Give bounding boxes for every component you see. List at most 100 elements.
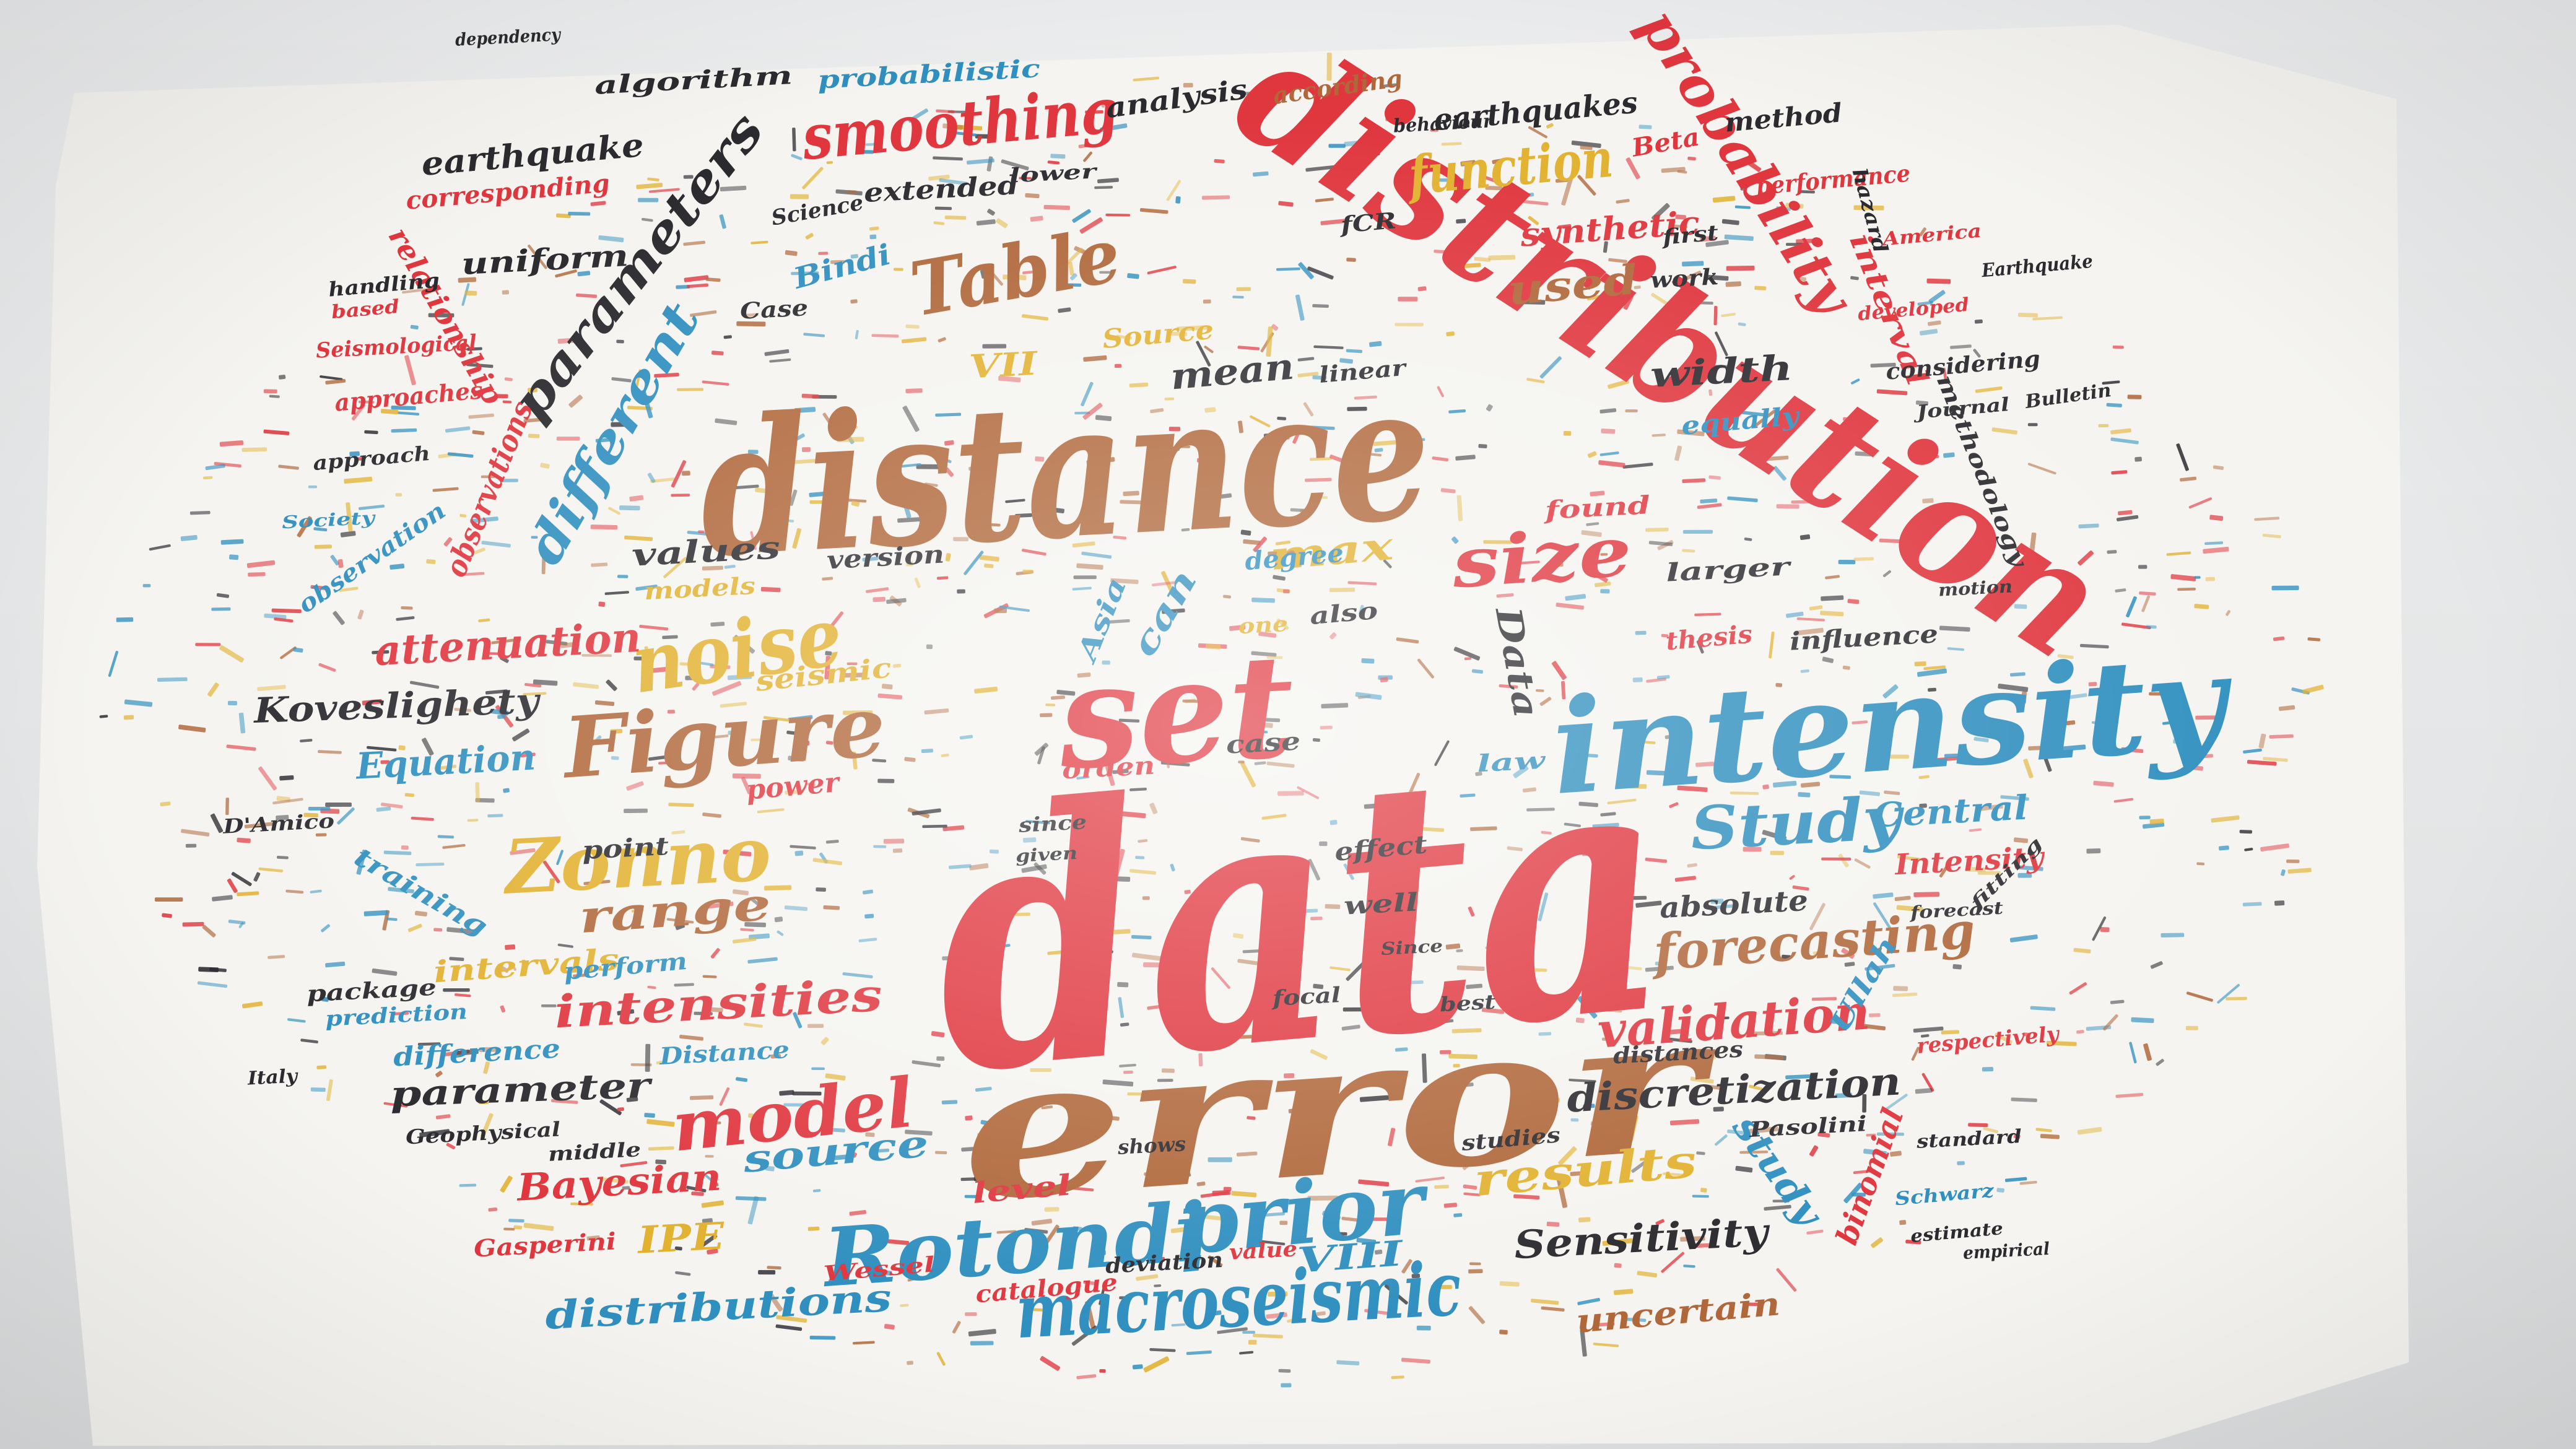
speckle-mark <box>381 803 403 809</box>
speckle-mark <box>2258 733 2266 749</box>
speckle-mark <box>942 123 964 130</box>
speckle-mark <box>1384 1284 1408 1305</box>
speckle-mark <box>1139 208 1168 214</box>
speckle-mark <box>2186 991 2213 1002</box>
speckle-mark <box>842 710 873 715</box>
speckle-mark <box>1876 1132 1904 1136</box>
speckle-mark <box>692 682 700 691</box>
speckle-mark <box>459 1183 477 1187</box>
speckle-mark <box>1263 718 1281 723</box>
speckle-mark <box>416 862 445 866</box>
speckle-mark <box>2254 516 2280 521</box>
speckle-mark <box>1110 578 1139 585</box>
word-law: law <box>1476 746 1547 778</box>
speckle-mark <box>928 175 950 181</box>
speckle-mark <box>490 708 509 716</box>
speckle-mark <box>1973 737 1989 742</box>
speckle-mark <box>788 458 819 464</box>
speckle-mark <box>1735 1165 1753 1173</box>
speckle-mark <box>825 1073 846 1081</box>
speckle-mark <box>541 545 546 575</box>
speckle-mark <box>719 214 726 229</box>
speckle-mark <box>1133 76 1160 82</box>
word-fcr: fCR <box>1338 207 1398 238</box>
speckle-mark <box>1873 902 1892 929</box>
speckle-mark <box>1058 307 1071 313</box>
speckle-mark <box>961 1146 977 1152</box>
speckle-mark <box>970 1341 994 1346</box>
speckle-mark <box>776 1315 807 1323</box>
speckle-mark <box>938 337 946 342</box>
speckle-mark <box>1592 822 1619 829</box>
speckle-mark <box>1309 457 1333 461</box>
speckle-mark <box>1715 432 1725 438</box>
speckle-mark <box>160 801 171 807</box>
speckle-mark <box>715 418 738 425</box>
speckle-mark <box>1516 193 1534 199</box>
speckle-mark <box>996 1230 1017 1234</box>
speckle-mark <box>505 944 516 950</box>
speckle-mark <box>2134 456 2142 462</box>
speckle-mark <box>723 335 732 339</box>
speckle-mark <box>488 1207 498 1212</box>
speckle-mark <box>1247 867 1270 874</box>
speckle-mark <box>905 324 920 329</box>
speckle-mark <box>841 672 866 678</box>
speckle-mark <box>892 663 902 668</box>
speckle-mark <box>1123 490 1139 497</box>
speckle-mark <box>907 1360 913 1365</box>
speckle-mark <box>1682 529 1713 534</box>
speckle-mark <box>1044 1207 1060 1212</box>
speckle-mark <box>710 664 731 669</box>
speckle-mark <box>1847 599 1860 604</box>
speckle-mark <box>316 1065 327 1069</box>
speckle-mark <box>1921 1073 1934 1092</box>
speckle-mark <box>1356 1237 1377 1245</box>
speckle-mark <box>570 1203 593 1206</box>
speckle-mark <box>1713 306 1718 326</box>
speckle-mark <box>1922 498 1934 503</box>
speckle-mark <box>1369 341 1382 347</box>
word-found: found <box>1542 490 1651 525</box>
speckle-mark <box>1776 206 1791 211</box>
speckle-mark <box>1982 1067 1994 1072</box>
speckle-mark <box>984 564 994 568</box>
speckle-mark <box>727 674 752 681</box>
speckle-mark <box>1600 812 1616 817</box>
speckle-mark <box>1838 853 1849 868</box>
speckle-mark <box>901 337 927 344</box>
speckle-mark <box>278 464 299 470</box>
speckle-mark <box>667 710 675 714</box>
speckle-mark <box>644 1113 655 1118</box>
speckle-mark <box>1073 1226 1082 1232</box>
speckle-mark <box>611 422 633 427</box>
speckle-mark <box>1638 124 1652 129</box>
speckle-mark <box>900 1303 909 1307</box>
speckle-mark <box>1179 974 1187 982</box>
speckle-mark <box>2247 760 2277 766</box>
speckle-mark <box>1290 508 1312 513</box>
speckle-mark <box>1595 581 1611 588</box>
speckle-mark <box>1329 588 1355 593</box>
speckle-mark <box>2092 916 2107 941</box>
speckle-mark <box>1651 293 1673 308</box>
speckle-mark <box>523 692 547 696</box>
speckle-mark <box>648 1146 674 1151</box>
speckle-mark <box>357 457 364 461</box>
speckle-mark <box>1292 430 1301 444</box>
speckle-mark <box>654 372 679 378</box>
speckle-mark <box>212 895 233 902</box>
speckle-mark <box>1913 892 1940 897</box>
speckle-mark <box>2244 848 2253 851</box>
speckle-mark <box>1876 389 1908 396</box>
speckle-mark <box>1827 1019 1845 1025</box>
speckle-mark <box>1030 215 1043 222</box>
speckle-mark <box>858 938 877 942</box>
speckle-mark <box>760 586 781 593</box>
speckle-mark <box>346 502 353 532</box>
speckle-mark <box>1152 581 1178 587</box>
speckle-mark <box>1170 863 1175 872</box>
speckle-mark <box>1085 1300 1095 1329</box>
speckle-mark <box>417 1042 441 1046</box>
speckle-mark <box>1622 1001 1644 1007</box>
